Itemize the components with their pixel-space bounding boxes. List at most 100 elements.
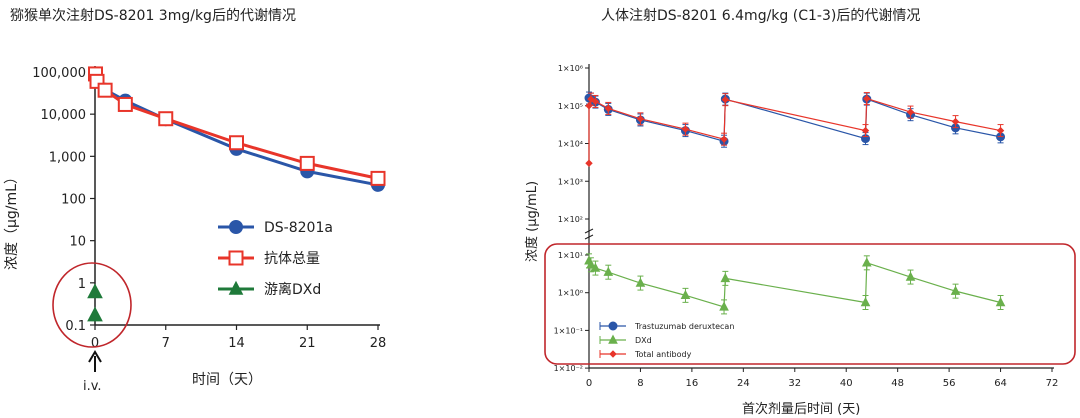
right-dxd-point — [860, 297, 871, 307]
right-y-tick-label: 1×10⁵ — [558, 102, 583, 111]
right-x-tick-label: 72 — [1046, 378, 1059, 389]
right-dxd-point — [590, 262, 601, 272]
left-legend-label-free-dxd: 游离DXd — [264, 281, 321, 298]
left-legend-label-total-antibody: 抗体总量 — [264, 251, 320, 267]
left-ylabel: 浓度（μg/mL） — [4, 170, 20, 270]
right-x-tick-label: 24 — [737, 378, 750, 389]
left-y-tick-label: 10,000 — [41, 108, 87, 123]
right-dxd-point — [995, 297, 1006, 307]
right-xlabel: 首次剂量后时间 (天) — [742, 401, 860, 417]
left-x-tick-label: 14 — [228, 336, 245, 351]
left-total-antibody-point — [370, 170, 386, 186]
right-y-tick-label: 1×10³ — [558, 177, 583, 186]
right-dxd-point — [603, 266, 614, 276]
left-legend-ds8201a-point — [229, 220, 243, 234]
right-total-antibody-point — [591, 97, 600, 106]
right-legend-label-total-antibody: Total antibody — [634, 350, 692, 359]
right-dxd-point — [680, 289, 691, 300]
right-total-antibody-point — [587, 95, 595, 103]
left-free-dxd-point — [87, 283, 103, 299]
right-legend-label-trastuzumab-deruxtecan: Trastuzumab deruxtecan — [634, 322, 734, 331]
right-x-tick-label: 32 — [788, 378, 801, 389]
left-total-antibody-point — [299, 155, 315, 171]
iv-annotation: i.v. — [83, 379, 102, 394]
right-x-tick-label: 64 — [994, 378, 1007, 389]
right-total-antibody-point — [720, 135, 728, 143]
left-x-tick-label: 21 — [299, 336, 316, 351]
right-ylabel: 浓度 (μg/mL) — [524, 181, 540, 262]
right-y-tick-label: 1×10⁴ — [558, 140, 583, 149]
right-series-line-dxd — [588, 260, 1001, 308]
right-dxd-point — [720, 272, 731, 283]
right-x-tick-label: 48 — [891, 378, 904, 389]
left-y-tick-label: 0.1 — [65, 319, 86, 334]
right-total-antibody-point — [906, 108, 915, 116]
left-chart-title: 猕猴单次注射DS-8201 3mg/kg后的代谢情况 — [10, 8, 296, 24]
right-legend-dxd-point — [608, 334, 618, 344]
right-x-tick-label: 0 — [586, 378, 592, 389]
right-y-tick-label: 1×10⁰ — [558, 289, 583, 298]
right-total-antibody-point — [861, 126, 870, 135]
left-total-antibody-point — [229, 135, 244, 151]
right-chart: 人体注射DS-8201 6.4mg/kg (C1-3)后的代谢情况 1×10⁶1… — [524, 8, 1076, 417]
right-legend-total-antibody-point — [609, 350, 617, 358]
right-total-antibody-point — [996, 126, 1005, 135]
left-y-tick-label: 1,000 — [49, 150, 86, 165]
right-dxd-point — [586, 259, 596, 269]
left-free-dxd-point — [87, 306, 103, 322]
right-total-antibody-point — [604, 104, 612, 113]
right-x-tick-label: 56 — [943, 378, 956, 389]
left-total-antibody-point — [97, 82, 113, 98]
right-series-line-total-antibody — [588, 97, 1001, 164]
left-y-tick-label: 1 — [78, 277, 86, 292]
right-axes: 1×10⁶ 1×10⁵ 1×10⁴ 1×10³ 1×10² 1×10¹ 1×10⁰ 1×10⁻… — [554, 64, 1059, 389]
right-total-antibody-point — [681, 125, 690, 133]
left-y-tick-label: 10 — [69, 235, 86, 250]
left-chart: 猕猴单次注射DS-8201 3mg/kg后的代谢情况 0.1 1 10 100 1,00… — [4, 8, 386, 394]
right-y-tick-label: 1×10⁻² — [554, 364, 583, 373]
left-total-antibody-point — [117, 96, 133, 112]
left-xlabel: 时间（天） — [192, 372, 262, 388]
right-y-tick-label: 1×10² — [558, 215, 583, 224]
left-x-tick-label: 7 — [162, 336, 170, 351]
left-legend-label-ds8201a: DS-8201a — [264, 220, 333, 236]
right-total-antibody-point — [721, 95, 730, 104]
left-highlight-circle — [52, 262, 132, 348]
right-axis-break — [584, 228, 594, 240]
right-x-tick-label: 40 — [840, 378, 853, 389]
right-total-antibody-point — [585, 159, 593, 167]
right-y-tick-label: 1×10⁻¹ — [554, 326, 583, 335]
right-x-tick-label: 8 — [637, 378, 643, 389]
right-legend-trastuzumab-deruxtecan-point — [608, 321, 618, 331]
right-highlight-box — [544, 243, 1076, 365]
right-dxd-point — [861, 257, 872, 267]
left-axes: 0.1 1 10 100 1,000 10,000 100,000 0 7 14 21 28 — [32, 66, 386, 351]
left-x-tick-label: 28 — [370, 336, 387, 351]
right-legend: Trastuzumab deruxtecan DXd Total antibody — [599, 321, 734, 359]
left-series-line-total-antibody — [94, 73, 379, 180]
left-legend-total-antibody-point — [228, 250, 244, 266]
right-dxd-point — [905, 271, 916, 281]
right-series-line-trastuzumab-deruxtecan — [588, 97, 1001, 142]
left-legend-free-dxd-point — [228, 280, 244, 295]
right-dxd-point — [950, 285, 961, 295]
right-dxd-point — [719, 301, 729, 311]
left-y-tick-label: 100,000 — [32, 66, 86, 81]
right-y-tick-label: 1×10⁶ — [558, 64, 583, 73]
iv-arrow — [88, 350, 102, 372]
left-total-antibody-point — [158, 111, 174, 127]
right-legend-label-dxd: DXd — [635, 336, 652, 345]
left-x-tick-label: 0 — [91, 336, 99, 351]
right-chart-title: 人体注射DS-8201 6.4mg/kg (C1-3)后的代谢情况 — [601, 8, 920, 24]
right-x-tick-label: 16 — [686, 378, 699, 389]
right-marks — [584, 91, 1006, 315]
left-marks — [87, 66, 386, 322]
right-total-antibody-point — [863, 94, 871, 103]
right-total-antibody-point — [636, 115, 645, 123]
right-dxd-point — [635, 277, 646, 287]
left-y-tick-label: 100 — [61, 193, 86, 208]
right-total-antibody-point — [951, 117, 960, 126]
right-y-tick-label: 1×10¹ — [558, 251, 583, 260]
